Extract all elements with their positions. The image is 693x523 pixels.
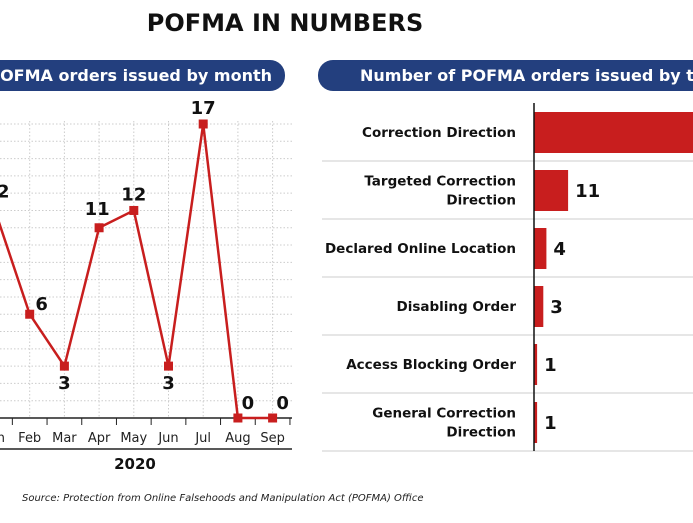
- bar-value-label: 1: [544, 355, 557, 376]
- data-label: 0: [276, 393, 289, 414]
- data-label: 17: [191, 98, 216, 119]
- data-point: [233, 413, 243, 423]
- category-label: Correction Direction: [362, 125, 516, 141]
- category-label: Direction: [446, 193, 516, 209]
- bar-chart: Correction Direction Targeted Correction D…: [322, 103, 693, 452]
- category-label: Declared Online Location: [325, 241, 516, 257]
- bar: [534, 170, 569, 211]
- series-line: [0, 123, 273, 420]
- data-point: [59, 361, 69, 371]
- data-label: 12: [0, 181, 10, 202]
- data-label: 0: [242, 393, 255, 414]
- line-chart-series: 12 6 3 11 12 3 17 00: [0, 98, 289, 423]
- line-chart-grid: [0, 121, 292, 418]
- bar: [534, 286, 544, 327]
- category-label: Targeted Correction: [364, 174, 516, 190]
- bar-chart-header-pill: [318, 60, 693, 91]
- bar: [534, 112, 693, 153]
- bar-value-label: 4: [553, 239, 566, 260]
- infographic-title: POFMA IN NUMBERS: [147, 9, 423, 37]
- x-tick-label: Mar: [52, 431, 77, 446]
- x-tick-label: Jul: [194, 431, 211, 446]
- category-label: Disabling Order: [397, 299, 517, 315]
- bar-value-label: 3: [550, 297, 563, 318]
- bar: [534, 344, 538, 385]
- x-tick-label: Sep: [260, 431, 285, 446]
- data-label: 3: [58, 373, 71, 394]
- data-point: [198, 119, 208, 129]
- category-label: Access Blocking Order: [346, 357, 516, 373]
- line-chart-title: POFMA orders issued by month: [0, 66, 272, 85]
- x-axis-label: 2020: [114, 455, 156, 473]
- x-tick-label: Feb: [18, 431, 41, 446]
- bar: [534, 228, 547, 269]
- category-label: Direction: [446, 425, 516, 441]
- data-label: 6: [35, 294, 48, 315]
- x-tick-label: May: [120, 431, 147, 446]
- data-label: 11: [85, 199, 110, 220]
- data-point: [268, 413, 278, 423]
- category-label: General Correction: [372, 406, 516, 422]
- line-chart-x-axis: Jan Feb Mar Apr May Jun Jul Aug Sep: [0, 417, 292, 446]
- line-chart-header-pill: [0, 60, 285, 91]
- data-label: 12: [121, 184, 146, 205]
- data-point: [164, 361, 173, 371]
- data-point: [25, 309, 35, 319]
- bar-chart-title: Number of POFMA orders issued by type: [360, 66, 693, 85]
- bar: [534, 402, 538, 443]
- bar-value-label: 11: [575, 181, 600, 202]
- data-label: 3: [162, 373, 175, 394]
- x-tick-label: Apr: [88, 431, 111, 446]
- data-point: [94, 223, 104, 233]
- x-tick-label: Jun: [157, 431, 178, 446]
- x-tick-label: Aug: [225, 431, 250, 446]
- source-note: Source: Protection from Online Falsehood…: [22, 493, 424, 504]
- data-point: [129, 205, 139, 215]
- x-tick-label: Jan: [0, 431, 5, 446]
- bar-value-label: 1: [544, 413, 557, 434]
